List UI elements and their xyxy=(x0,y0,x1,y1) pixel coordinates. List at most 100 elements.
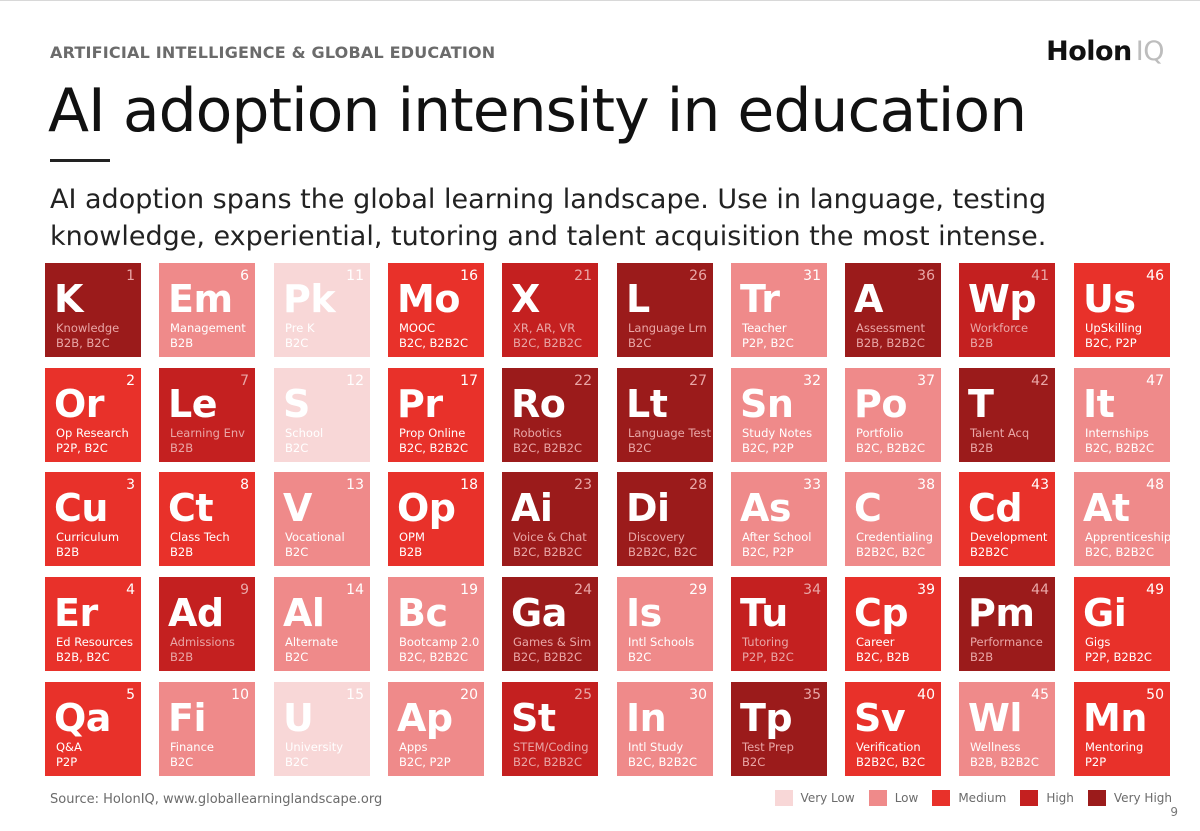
element-type: B2C, B2B2C xyxy=(513,650,582,664)
element-symbol: Ro xyxy=(511,382,566,426)
element-type: B2C xyxy=(628,336,652,350)
element-type: B2C, B2B2C xyxy=(399,336,468,350)
element-number: 28 xyxy=(689,477,707,493)
element-type: B2B, B2B2C xyxy=(856,336,925,350)
element-number: 46 xyxy=(1146,268,1164,284)
element-number: 14 xyxy=(346,582,364,598)
element-symbol: Ai xyxy=(511,486,553,530)
element-name: After School xyxy=(742,530,812,544)
element-type: B2B xyxy=(170,650,194,664)
logo-main-text: Holon xyxy=(1046,36,1132,67)
element-tile: 39 Cp Career B2C, B2B xyxy=(845,577,941,671)
element-symbol: Wp xyxy=(968,277,1037,321)
legend-swatch xyxy=(868,790,887,806)
element-type: B2B2C, B2C xyxy=(628,545,697,559)
element-name: Apprenticeship xyxy=(1085,530,1170,544)
element-number: 20 xyxy=(460,687,478,703)
element-symbol: Sv xyxy=(854,696,906,740)
element-type: B2C, B2B2C xyxy=(399,441,468,455)
top-divider xyxy=(0,0,1200,1)
element-name: Intl Schools xyxy=(628,635,695,649)
element-name: MOOC xyxy=(399,321,436,335)
element-type: B2B xyxy=(56,545,80,559)
element-name: Apps xyxy=(399,740,428,754)
element-name: Ed Resources xyxy=(56,635,133,649)
logo-accent-text: IQ xyxy=(1135,36,1165,67)
legend-item: Low xyxy=(868,790,918,806)
element-tile: 24 Ga Games & Sim B2C, B2B2C xyxy=(502,577,598,671)
element-name: Discovery xyxy=(628,530,685,544)
element-symbol: K xyxy=(54,277,83,321)
element-name: Tutoring xyxy=(742,635,789,649)
element-type: B2B xyxy=(970,336,994,350)
page-number: 9 xyxy=(1170,805,1178,819)
element-tile: 6 Em Management B2B xyxy=(159,263,255,357)
element-number: 50 xyxy=(1146,687,1164,703)
element-number: 24 xyxy=(574,582,592,598)
element-name: Prop Online xyxy=(399,426,466,440)
element-number: 23 xyxy=(574,477,592,493)
element-symbol: Tu xyxy=(740,591,788,635)
element-number: 18 xyxy=(460,477,478,493)
element-type: B2C, P2P xyxy=(399,755,451,769)
legend-swatch xyxy=(1087,790,1106,806)
element-name: XR, AR, VR xyxy=(513,321,576,335)
element-number: 40 xyxy=(917,687,935,703)
element-number: 19 xyxy=(460,582,478,598)
element-tile: 49 Gi Gigs P2P, B2B2C xyxy=(1074,577,1170,671)
element-name: Verification xyxy=(856,740,921,754)
page-subtitle: AI adoption spans the global learning la… xyxy=(50,184,1047,252)
element-type: B2B xyxy=(170,441,194,455)
element-number: 6 xyxy=(240,268,249,284)
element-tile: 7 Le Learning Env B2B xyxy=(159,368,255,462)
element-number: 31 xyxy=(803,268,821,284)
element-tile: 32 Sn Study Notes B2C, P2P xyxy=(731,368,827,462)
element-number: 33 xyxy=(803,477,821,493)
element-type: B2B, B2C xyxy=(56,650,110,664)
element-name: Q&A xyxy=(56,740,82,754)
element-tile: 8 Ct Class Tech B2B xyxy=(159,472,255,566)
element-number: 16 xyxy=(460,268,478,284)
element-name: Performance xyxy=(970,635,1043,649)
element-tile: 47 It Internships B2C, B2B2C xyxy=(1074,368,1170,462)
element-name: Curriculum xyxy=(56,530,120,544)
element-tile: 20 Ap Apps B2C, P2P xyxy=(388,682,484,776)
element-type: B2B2C, B2C xyxy=(856,545,925,559)
element-type: P2P xyxy=(56,755,78,769)
element-tile: 28 Di Discovery B2B2C, B2C xyxy=(617,472,713,566)
element-name: Language Lrn xyxy=(628,321,707,335)
element-type: B2C, P2P xyxy=(742,441,794,455)
element-tile: 10 Fi Finance B2C xyxy=(159,682,255,776)
element-name: Language Test xyxy=(628,426,712,440)
element-type: P2P, B2C xyxy=(56,441,108,455)
element-symbol: Le xyxy=(168,382,218,426)
element-number: 12 xyxy=(346,373,364,389)
element-type: B2B, B2C xyxy=(56,336,110,350)
element-tile: 17 Pr Prop Online B2C, B2B2C xyxy=(388,368,484,462)
element-name: OPM xyxy=(399,530,425,544)
element-number: 38 xyxy=(917,477,935,493)
element-name: Assessment xyxy=(856,321,925,335)
holoniq-logo: Holon IQ xyxy=(1046,36,1164,67)
element-name: Gigs xyxy=(1085,635,1111,649)
element-symbol: V xyxy=(283,486,312,530)
element-tile: 25 St STEM/Coding B2C, B2B2C xyxy=(502,682,598,776)
legend-swatch xyxy=(932,790,951,806)
element-symbol: Po xyxy=(854,382,907,426)
element-symbol: S xyxy=(283,382,310,426)
element-tile: 4 Er Ed Resources B2B, B2C xyxy=(45,577,141,671)
element-symbol: Pk xyxy=(283,277,336,321)
element-number: 42 xyxy=(1031,373,1049,389)
element-type: B2B, B2B2C xyxy=(970,755,1039,769)
element-symbol: Di xyxy=(626,486,670,530)
element-symbol: It xyxy=(1083,382,1115,426)
element-type: B2C, B2B2C xyxy=(1085,545,1154,559)
element-symbol: Er xyxy=(54,591,98,635)
element-symbol: Cd xyxy=(968,486,1023,530)
element-symbol: Cu xyxy=(54,486,108,530)
element-number: 8 xyxy=(240,477,249,493)
element-type: B2C, P2P xyxy=(1085,336,1137,350)
element-type: B2B2C, B2C xyxy=(856,755,925,769)
element-symbol: Tp xyxy=(740,696,793,740)
element-tile: 48 At Apprenticeship B2C, B2B2C xyxy=(1074,472,1170,566)
